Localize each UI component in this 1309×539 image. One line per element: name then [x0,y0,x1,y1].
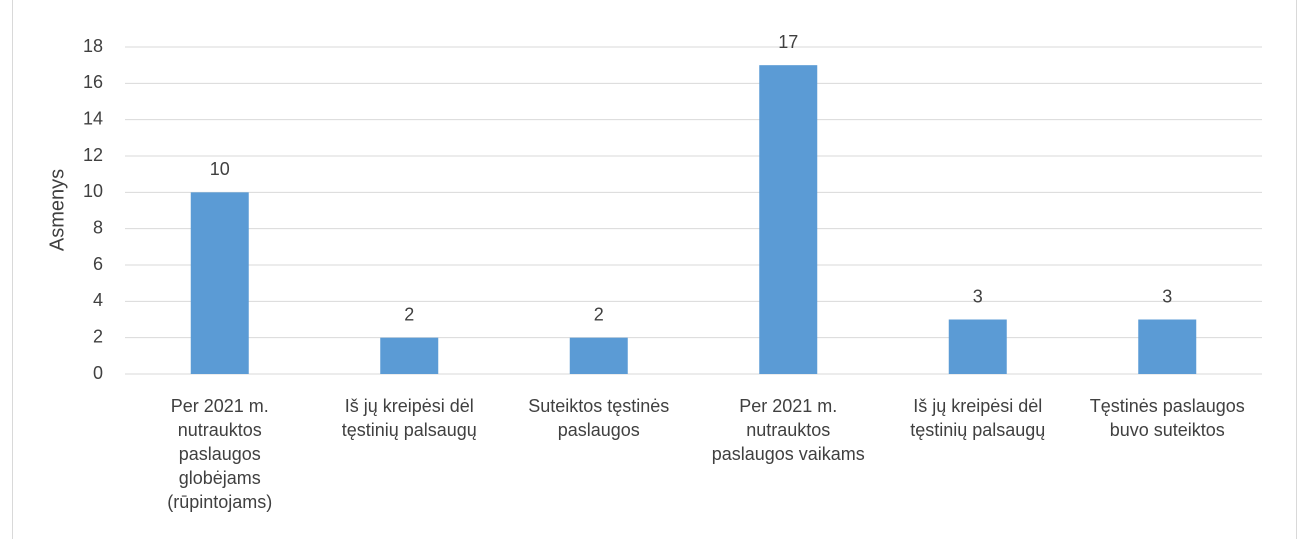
data-label: 2 [594,304,604,324]
bar [380,337,439,374]
bar [569,337,628,374]
y-tick-label: 2 [93,326,103,346]
y-tick-label: 18 [83,36,103,56]
data-label: 3 [1162,286,1172,306]
data-label: 17 [778,32,798,52]
x-tick-label: Suteiktos tęstinės paslaugos [528,396,670,440]
data-label: 3 [973,286,983,306]
bar [759,65,818,375]
y-tick-label: 12 [83,145,103,165]
y-tick-label: 14 [83,108,103,128]
x-tick-label: Iš jų kreipėsi dėl tęstinių palsaugų [910,396,1046,440]
x-tick-label: Tęstinės paslaugos buvo suteiktos [1089,396,1245,440]
x-tick-label: Per 2021 m. nutrauktos paslaugos vaikams [711,396,865,464]
bar [1138,319,1197,374]
x-tick-label: Iš jų kreipėsi dėl tęstinių palsaugų [341,396,477,440]
data-label: 2 [404,304,414,324]
y-tick-label: 0 [93,363,103,383]
y-axis-label: Asmenys [46,169,68,251]
y-tick-label: 16 [83,72,103,92]
y-tick-label: 8 [93,217,103,237]
data-label: 10 [210,159,230,179]
y-tick-label: 6 [93,254,103,274]
y-tick-label: 4 [93,290,103,310]
x-tick-label: Per 2021 m. nutrauktos paslaugos globėja… [167,396,273,512]
bar [190,192,249,374]
y-tick-label: 10 [83,181,103,201]
bar [948,319,1007,374]
